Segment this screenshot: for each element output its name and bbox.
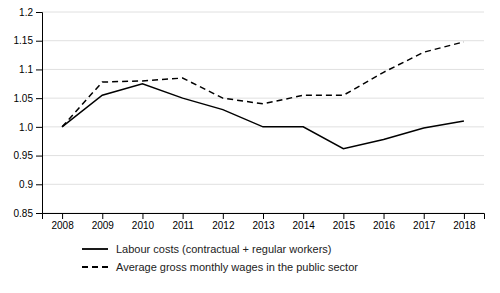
y-tick: 1.1 — [19, 64, 42, 75]
y-tick-mark — [36, 41, 42, 42]
y-tick-label: 0.9 — [19, 179, 33, 190]
x-tick: 2010 — [132, 213, 155, 231]
lines — [62, 42, 464, 149]
y-tick-label: 1.15 — [14, 35, 34, 46]
x-tick-mark — [303, 213, 304, 219]
y-tick: 1.15 — [14, 35, 42, 46]
x-tick-mark — [62, 213, 63, 219]
x-tick-mark — [424, 213, 425, 219]
y-tick: 0.9 — [19, 179, 42, 190]
x-tick-mark — [142, 213, 143, 219]
y-axis: 0.85 0.9 0.95 1.0 1.05 1.1 1.15 1.2 — [14, 7, 43, 219]
x-tick: 2017 — [413, 213, 436, 231]
y-axis-line — [36, 13, 43, 214]
x-tick-label: 2014 — [293, 220, 316, 231]
x-tick-mark — [343, 213, 344, 219]
grid-line — [42, 155, 484, 156]
x-tick-label: 2009 — [92, 220, 115, 231]
y-tick-label: 1.0 — [19, 122, 33, 133]
legend-swatch — [82, 248, 108, 250]
y-tick-mark — [36, 184, 42, 185]
x-tick: 2012 — [212, 213, 235, 231]
legend-item: Labour costs (contractual + regular work… — [82, 243, 332, 255]
x-tick-label: 2008 — [51, 220, 74, 231]
legend-item: Average gross monthly wages in the publi… — [82, 261, 358, 273]
legend-label: Average gross monthly wages in the publi… — [116, 261, 358, 273]
y-tick-mark — [36, 69, 42, 70]
x-tick: 2014 — [293, 213, 316, 231]
y-tick-label: 1.05 — [14, 93, 34, 104]
y-tick-mark — [36, 156, 42, 157]
grid-line — [42, 98, 484, 99]
legend: Labour costs (contractual + regular work… — [82, 243, 358, 273]
x-tick-label: 2010 — [132, 220, 155, 231]
y-tick: 1.0 — [19, 122, 42, 133]
x-tick: 2015 — [333, 213, 356, 231]
x-tick-mark — [102, 213, 103, 219]
y-tick: 0.85 — [14, 208, 42, 219]
x-tick-mark — [183, 213, 184, 219]
y-tick-label: 1.2 — [19, 7, 33, 18]
chart: 2008 2009 2010 2011 2012 2013 2014 2015 2016 2017… — [0, 0, 500, 293]
series-line — [62, 84, 464, 149]
grid-line — [42, 12, 484, 13]
grid-line — [42, 69, 484, 70]
x-tick: 2016 — [373, 213, 396, 231]
y-tick-mark — [36, 98, 42, 99]
y-tick-mark — [36, 127, 42, 128]
x-tick-mark — [464, 213, 465, 219]
y-tick-mark — [36, 12, 42, 13]
x-tick: 2008 — [51, 213, 74, 231]
x-tick-label: 2018 — [453, 220, 476, 231]
x-tick: 2013 — [252, 213, 275, 231]
y-tick-label: 0.95 — [14, 150, 34, 161]
grid — [42, 12, 484, 213]
y-tick-label: 1.1 — [19, 64, 33, 75]
x-tick: 2011 — [172, 213, 194, 231]
x-axis: 2008 2009 2010 2011 2012 2013 2014 2015 2016 2017… — [43, 213, 485, 231]
y-tick: 1.05 — [14, 93, 42, 104]
x-tick-label: 2011 — [172, 220, 194, 231]
y-tick-mark — [36, 213, 42, 214]
grid-line — [42, 40, 484, 41]
x-tick-label: 2015 — [333, 220, 356, 231]
x-tick: 2009 — [92, 213, 115, 231]
x-tick-mark — [223, 213, 224, 219]
grid-line — [42, 184, 484, 185]
x-axis-line — [43, 214, 485, 220]
x-tick-label: 2016 — [373, 220, 396, 231]
y-tick-label: 0.85 — [14, 208, 34, 219]
plot: 2008 2009 2010 2011 2012 2013 2014 2015 2016 2017… — [14, 7, 485, 231]
x-tick-label: 2013 — [252, 220, 275, 231]
legend-swatch — [82, 266, 108, 268]
x-tick-mark — [384, 213, 385, 219]
y-tick: 0.95 — [14, 150, 42, 161]
x-tick-label: 2012 — [212, 220, 235, 231]
x-tick-label: 2017 — [413, 220, 436, 231]
x-tick-mark — [263, 213, 264, 219]
y-tick: 1.2 — [19, 7, 42, 18]
x-tick: 2018 — [453, 213, 476, 231]
legend-label: Labour costs (contractual + regular work… — [116, 243, 332, 255]
series-line — [62, 42, 464, 127]
